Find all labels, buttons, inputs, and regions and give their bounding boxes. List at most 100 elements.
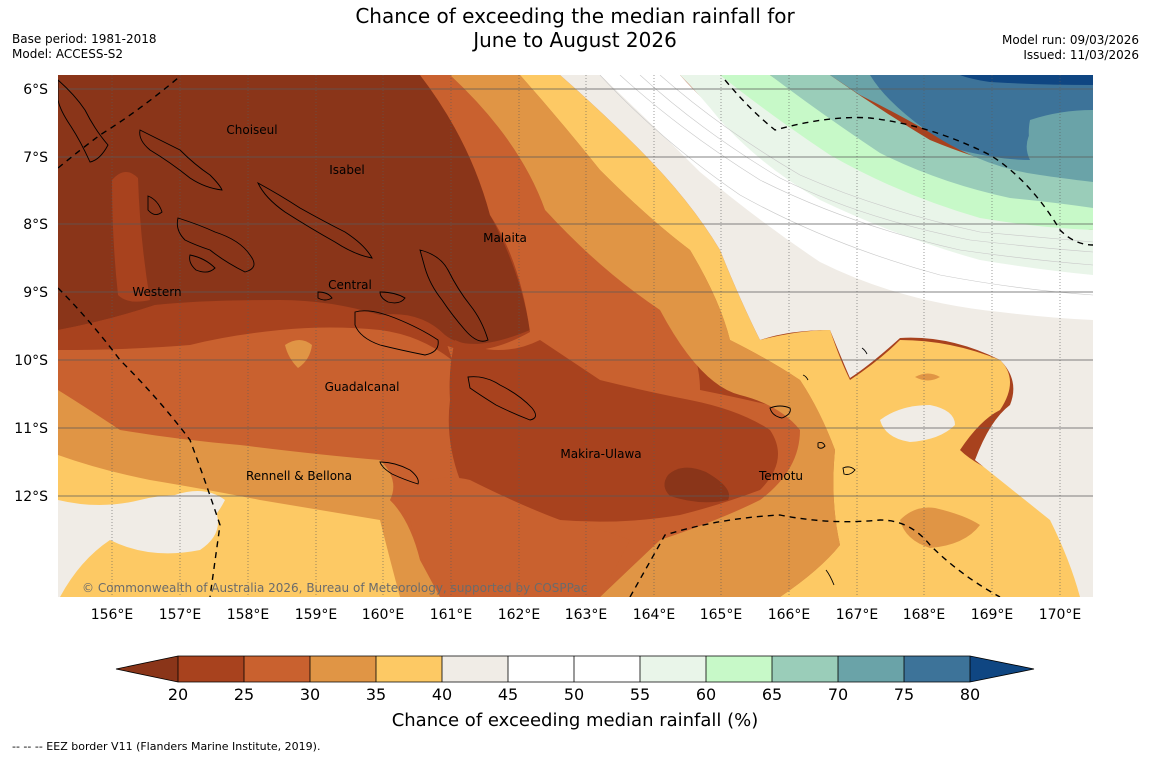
region-label-makira-ulawa: Makira-Ulawa (560, 447, 641, 461)
lat-label-9S: 9°S (23, 285, 48, 301)
band-40-45 (560, 75, 1093, 597)
band-35-40-south (58, 455, 400, 597)
region-label-western: Western (132, 285, 181, 299)
lon-label-157E: 157°E (159, 607, 202, 623)
longitude-labels: 156°E 157°E 158°E 159°E 160°E 161°E 162°… (91, 607, 1082, 623)
colorbar-under-arrow (116, 656, 178, 682)
colorbar-tick-35: 35 (366, 685, 386, 704)
colorbar-bin-75-80 (904, 656, 970, 682)
eez-border-north (58, 77, 179, 169)
copyright-text: © Commonwealth of Australia 2026, Bureau… (82, 581, 587, 595)
vanikoro-coast (842, 466, 856, 475)
model-run-text: Model run: 09/03/2026 (1001, 33, 1139, 47)
colorbar-bin-50-55 (574, 656, 640, 682)
band-30-35 (450, 75, 840, 597)
band-under-20-core2 (664, 467, 730, 503)
band-30-35-patch2 (900, 507, 980, 548)
contour-lines (599, 75, 1093, 296)
lat-label-6S: 6°S (23, 82, 48, 98)
colorbar-tick-60: 60 (696, 685, 716, 704)
band-25-30-south (390, 477, 630, 597)
guadalcanal-coast (354, 310, 439, 356)
lon-label-163E: 163°E (565, 607, 608, 623)
lon-label-156E: 156°E (91, 607, 134, 623)
reef-islands-coast (802, 374, 809, 381)
colorbar-bin-20-25 (178, 656, 244, 682)
new-georgia-coast (176, 217, 255, 273)
band-75-80 (870, 75, 1093, 160)
colorbar-bin-45-50 (508, 656, 574, 682)
band-30-35-mid (285, 340, 312, 368)
lon-label-165E: 165°E (700, 607, 743, 623)
lat-label-10S: 10°S (14, 353, 48, 369)
region-label-choiseul: Choiseul (226, 123, 277, 137)
meridians (111, 75, 1061, 597)
band-30-35-dot (915, 373, 940, 381)
colorbar-bin-55-60 (640, 656, 706, 682)
colorbar-bin-25-30 (244, 656, 310, 682)
santa-cruz-coast (769, 405, 791, 419)
colorbar-tick-labels: 20 25 30 35 40 45 50 55 60 65 70 75 80 (168, 685, 980, 704)
lat-label-11S: 11°S (14, 421, 48, 437)
base-period-text: Base period: 1981-2018 (12, 32, 157, 46)
utupua-coast (817, 441, 826, 449)
colorbar-tick-65: 65 (762, 685, 782, 704)
colorbar-tick-25: 25 (234, 685, 254, 704)
lat-label-12S: 12°S (14, 489, 48, 505)
lon-label-161E: 161°E (430, 607, 473, 623)
choiseul-coast (139, 129, 223, 191)
colorbar-tick-30: 30 (300, 685, 320, 704)
colorbar-bin-65-70 (772, 656, 838, 682)
colorbar-tick-50: 50 (564, 685, 584, 704)
colorbar-tick-70: 70 (828, 685, 848, 704)
graticule (58, 88, 1093, 497)
eez-border-south (629, 514, 1001, 597)
band-40-45-island (880, 405, 955, 442)
region-label-isabel: Isabel (329, 163, 364, 177)
colorbar-bin-70-75 (838, 656, 904, 682)
region-label-central: Central (328, 278, 372, 292)
colorbar-tick-80: 80 (960, 685, 980, 704)
eez-border-northeast (724, 79, 1093, 246)
model-name-text: Model: ACCESS-S2 (12, 47, 124, 61)
region-label-temotu: Temotu (758, 469, 803, 483)
eez-border (58, 77, 1093, 597)
vella-lavella-coast (189, 254, 216, 273)
band-60-65 (720, 75, 1093, 230)
issued-date-text: Issued: 11/03/2026 (1023, 48, 1139, 62)
lon-label-166E: 166°E (768, 607, 811, 623)
band-20-25-strip (112, 171, 150, 302)
band-65-70 (770, 75, 1093, 208)
malaita-coast (419, 249, 489, 342)
region-label-rennell-bellona: Rennell & Bellona (246, 469, 352, 483)
eez-footnote: -- -- -- EEZ border V11 (Flanders Marine… (12, 740, 320, 753)
duff-islands-coast (861, 347, 868, 355)
band-under-20 (58, 75, 530, 344)
florida-islands-coast (379, 291, 406, 304)
latitude-labels: 6°S 7°S 8°S 9°S 10°S 11°S 12°S (14, 82, 48, 505)
lon-label-168E: 168°E (903, 607, 946, 623)
coastlines (58, 79, 868, 586)
lon-label-158E: 158°E (227, 607, 270, 623)
colorbar-tick-55: 55 (630, 685, 650, 704)
lat-label-7S: 7°S (23, 150, 48, 166)
lon-label-169E: 169°E (971, 607, 1014, 623)
colorbar-title: Chance of exceeding median rainfall (%) (392, 710, 759, 731)
colorbar-dividers (177, 656, 971, 682)
band-40-45-southwest (168, 491, 225, 540)
lon-label-162E: 162°E (498, 607, 541, 623)
isabel-coast (257, 181, 373, 259)
band-35-40 (520, 75, 1093, 597)
chart-title-line1: Chance of exceeding the median rainfall … (355, 4, 795, 28)
lon-label-159E: 159°E (295, 607, 338, 623)
band-55-60 (680, 75, 1093, 275)
colorbar-bin-30-35 (310, 656, 376, 682)
colorbar-tick-75: 75 (894, 685, 914, 704)
lon-label-164E: 164°E (633, 607, 676, 623)
bougainville-tip (58, 79, 109, 163)
colorbar-tick-45: 45 (498, 685, 518, 704)
makira-coast (467, 376, 536, 421)
band-70-75-patch (1028, 110, 1093, 180)
colorbar-bin-40-45 (442, 656, 508, 682)
